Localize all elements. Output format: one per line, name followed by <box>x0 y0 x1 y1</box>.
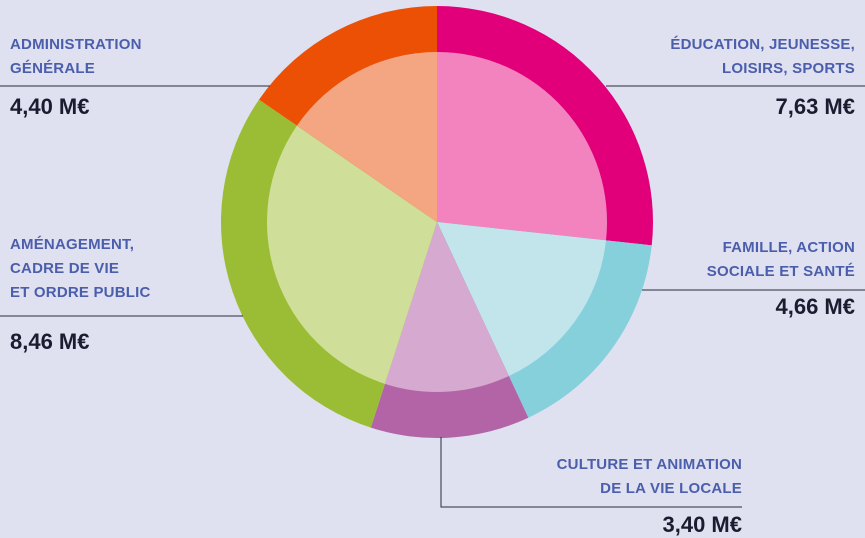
slice-inner <box>437 52 607 241</box>
value-label: 3,40 M€ <box>662 512 743 537</box>
value-label: 7,63 M€ <box>775 94 856 119</box>
slice-label: AMÉNAGEMENT, CADRE DE VIE ET ORDRE PUBLI… <box>10 236 151 301</box>
leader-line <box>440 437 742 508</box>
value-label: 4,40 M€ <box>10 94 90 119</box>
slice-inner <box>296 52 437 222</box>
slice-inner <box>384 222 509 392</box>
slice-label: CULTURE ET ANIMATION DE LA VIE LOCALE <box>556 456 742 497</box>
slice-label: ÉDUCATION, JEUNESSE, LOISIRS, SPORTS <box>670 36 855 77</box>
pie <box>220 6 653 438</box>
slice-label: FAMILLE, ACTION SOCIALE ET SANTÉ <box>706 239 855 280</box>
value-label: 8,46 M€ <box>10 329 90 354</box>
slice-inner <box>437 222 607 377</box>
value-label: 4,66 M€ <box>775 294 856 319</box>
slice-inner <box>267 125 437 384</box>
slice-label: ADMINISTRATION GÉNÉRALE <box>10 36 142 77</box>
